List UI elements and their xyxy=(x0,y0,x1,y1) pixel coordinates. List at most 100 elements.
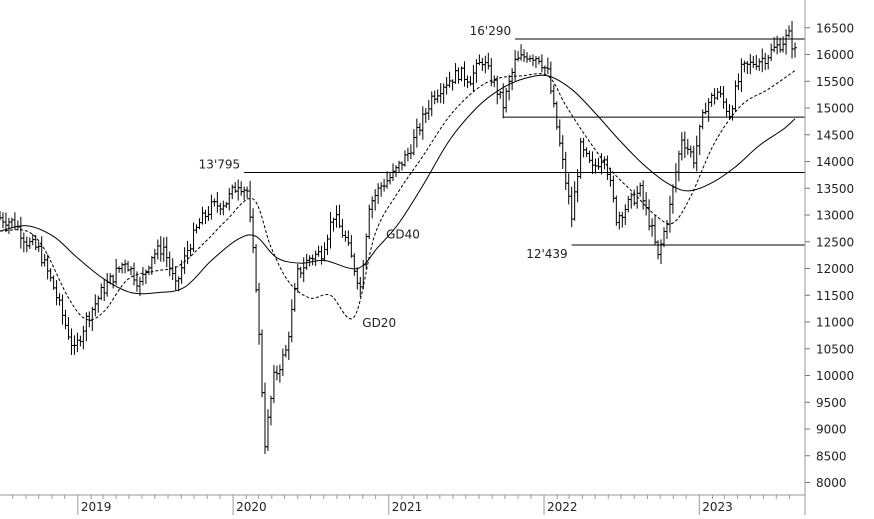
ohlc-bar-191 xyxy=(566,173,571,205)
y-tick-label-0: 8000 xyxy=(816,476,847,490)
y-tick-label-12: 14000 xyxy=(816,155,854,169)
ohlc-bar-16 xyxy=(45,254,50,280)
ohlc-bar-17 xyxy=(48,268,53,282)
ohlc-bar-138 xyxy=(408,144,413,160)
y-tick-label-1: 8500 xyxy=(816,449,847,463)
ohlc-bar-197 xyxy=(584,147,589,157)
ohlc-bar-92 xyxy=(271,365,276,404)
ohlc-bar-45 xyxy=(131,262,136,286)
y-tick-label-9: 12500 xyxy=(816,235,854,249)
ohlc-bar-101 xyxy=(298,266,303,278)
ohlc-bar-243 xyxy=(721,86,726,109)
ohlc-bar-94 xyxy=(277,364,282,383)
ohlc-bar-86 xyxy=(254,244,259,293)
ohlc-bar-97 xyxy=(286,331,291,361)
y-tick-label-6: 11000 xyxy=(816,316,854,330)
ohlc-bar-194 xyxy=(575,169,580,203)
ohlc-bar-75 xyxy=(221,200,226,216)
ohlc-bar-184 xyxy=(545,57,550,75)
ohlc-bar-93 xyxy=(274,365,279,381)
ohlc-bar-174 xyxy=(516,51,521,62)
ohlc-bar-225 xyxy=(667,195,672,233)
ohlc-bar-1 xyxy=(0,212,5,229)
ohlc-bar-22 xyxy=(63,309,68,330)
ohlc-bar-36 xyxy=(105,272,110,297)
ohlc-bar-19 xyxy=(54,280,59,306)
ohlc-bar-115 xyxy=(340,218,345,238)
level-label-1: 13'795 xyxy=(199,157,240,171)
ohlc-bar-35 xyxy=(102,279,107,301)
ohlc-bar-52 xyxy=(152,248,157,265)
ohlc-bar-14 xyxy=(39,236,44,267)
ohlc-bar-203 xyxy=(602,156,607,170)
level-label-3: 12'439 xyxy=(526,247,567,261)
ohlc-bar-230 xyxy=(682,131,687,158)
ohlc-bar-50 xyxy=(146,265,151,275)
y-tick-label-11: 13500 xyxy=(816,182,854,196)
ohlc-bar-220 xyxy=(653,215,658,246)
ohlc-bar-44 xyxy=(129,266,134,276)
ohlc-bar-66 xyxy=(194,224,199,234)
ohlc-bar-255 xyxy=(757,58,762,71)
ohlc-bar-82 xyxy=(242,186,247,200)
ohlc-bar-104 xyxy=(307,255,312,267)
ohlc-bar-0 xyxy=(0,210,2,221)
ohlc-bar-111 xyxy=(328,211,333,249)
y-tick-label-10: 13000 xyxy=(816,209,854,223)
y-tick-label-14: 15000 xyxy=(816,102,854,116)
ohlc-bar-48 xyxy=(140,267,145,286)
ohlc-bar-140 xyxy=(414,118,419,148)
ma-line-gd20 xyxy=(0,70,796,321)
ohlc-bar-249 xyxy=(739,58,744,93)
ohlc-bar-187 xyxy=(554,101,559,130)
ohlc-bar-189 xyxy=(560,135,565,169)
ohlc-bar-65 xyxy=(191,222,196,252)
ohlc-bar-247 xyxy=(733,80,738,112)
ohlc-bar-59 xyxy=(173,266,178,291)
ma-line-gd40 xyxy=(0,74,796,295)
ohlc-bar-152 xyxy=(450,79,455,91)
ohlc-bar-233 xyxy=(691,145,696,169)
ohlc-bar-68 xyxy=(200,206,205,225)
ohlc-bar-177 xyxy=(525,52,530,63)
x-axis: 2019 2020 2021 2022 2023 xyxy=(0,494,805,515)
ohlc-bar-126 xyxy=(373,189,378,211)
x-tick-label-2019: 2019 xyxy=(81,500,112,514)
ohlc-bar-207 xyxy=(614,195,619,226)
ohlc-bar-56 xyxy=(164,236,169,268)
ohlc-bar-76 xyxy=(224,201,229,209)
ohlc-bar-116 xyxy=(343,230,348,242)
ohlc-bar-222 xyxy=(659,239,664,264)
ohlc-bar-204 xyxy=(605,155,610,180)
ohlc-bar-229 xyxy=(679,132,684,161)
ohlc-bar-113 xyxy=(334,205,339,228)
ohlc-bar-87 xyxy=(257,282,262,345)
ohlc-bar-211 xyxy=(626,195,631,213)
ohlc-bar-102 xyxy=(301,257,306,283)
ohlc-bar-154 xyxy=(456,67,461,84)
ohlc-bar-107 xyxy=(316,245,321,257)
ohlc-bar-210 xyxy=(623,204,628,225)
ohlc-bar-241 xyxy=(715,87,720,101)
ohlc-bar-223 xyxy=(661,227,666,248)
ohlc-bar-72 xyxy=(212,198,217,207)
ohlc-bar-188 xyxy=(557,119,562,147)
ohlc-bar-84 xyxy=(248,180,253,223)
ohlc-bar-136 xyxy=(402,150,407,167)
ohlc-bar-39 xyxy=(114,259,119,285)
ohlc-bar-124 xyxy=(367,204,372,240)
x-tick-label-2022: 2022 xyxy=(547,500,578,514)
y-tick-label-3: 9500 xyxy=(816,396,847,410)
ohlc-bar-252 xyxy=(748,54,753,75)
chart-labels: 16'290 13'795 12'439 GD20 GD40 xyxy=(199,24,568,330)
ohlc-bar-6 xyxy=(15,220,20,231)
ohlc-bar-175 xyxy=(519,44,524,61)
ohlc-bar-145 xyxy=(429,91,434,117)
ohlc-bar-109 xyxy=(322,242,327,262)
ohlc-bar-219 xyxy=(650,218,655,237)
ohlc-bar-3 xyxy=(6,217,11,234)
ohlc-bar-108 xyxy=(319,245,324,265)
ohlc-bar-176 xyxy=(522,49,527,62)
ohlc-bar-139 xyxy=(411,128,416,156)
ohlc-bar-159 xyxy=(471,65,476,92)
